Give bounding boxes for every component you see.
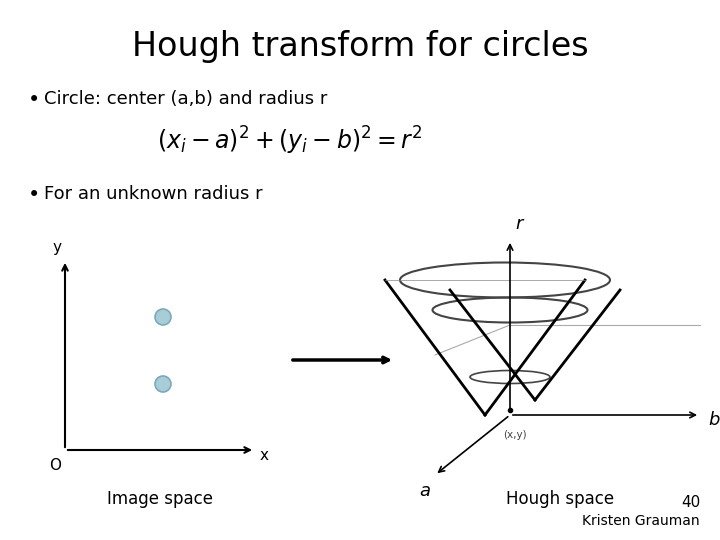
Text: •: •: [28, 90, 40, 110]
Circle shape: [155, 376, 171, 392]
Circle shape: [155, 309, 171, 325]
Text: $(x_i-a)^2+(y_i-b)^2=r^2$: $(x_i-a)^2+(y_i-b)^2=r^2$: [157, 125, 423, 157]
Text: y: y: [53, 240, 61, 255]
Text: Hough transform for circles: Hough transform for circles: [132, 30, 588, 63]
Text: Circle: center (a,b) and radius r: Circle: center (a,b) and radius r: [44, 90, 328, 108]
Text: Hough space: Hough space: [506, 490, 614, 508]
Text: Image space: Image space: [107, 490, 213, 508]
Text: For an unknown radius r: For an unknown radius r: [44, 185, 263, 203]
Text: •: •: [28, 185, 40, 205]
Text: a: a: [419, 482, 430, 500]
Text: O: O: [49, 458, 61, 473]
Text: 40: 40: [680, 495, 700, 510]
Text: r: r: [515, 215, 523, 233]
Text: Kristen Grauman: Kristen Grauman: [582, 514, 700, 528]
Text: x: x: [260, 448, 269, 462]
Text: b: b: [708, 411, 719, 429]
Text: (x,y): (x,y): [503, 430, 527, 440]
